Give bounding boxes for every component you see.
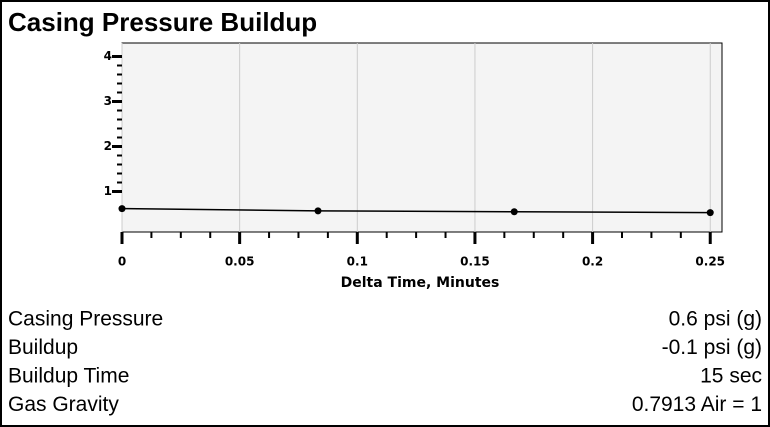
y-tick-label: 2: [104, 139, 112, 153]
x-tick-label: 0.15: [460, 255, 490, 269]
x-tick-label: 0.1: [347, 255, 368, 269]
x-tick-label: 0.25: [695, 255, 725, 269]
row-value: -0.1 psi (g): [662, 336, 762, 359]
y-tick-label: 3: [104, 94, 112, 108]
y-tick-label: 4: [104, 49, 112, 63]
plot-area: [121, 42, 723, 233]
data-point: [314, 207, 322, 215]
series-line: [121, 207, 711, 214]
row-value: 0.6 psi (g): [669, 308, 762, 331]
x-tick-label: 0: [118, 255, 126, 269]
x-tick-label: 0.2: [582, 255, 603, 269]
row-value: 15 sec: [700, 365, 762, 388]
row-label: Buildup Time: [8, 365, 129, 388]
row-label: Gas Gravity: [8, 393, 119, 416]
data-point: [706, 209, 714, 217]
x-tick-label: 0.05: [225, 255, 255, 269]
data-point: [510, 208, 518, 216]
x-axis-label: Delta Time, Minutes: [341, 275, 500, 291]
row-label: Casing Pressure: [8, 308, 163, 331]
panel-title: Casing Pressure Buildup: [8, 7, 317, 37]
row-value: 0.7913 Air = 1: [632, 393, 762, 416]
data-point: [118, 205, 126, 213]
y-tick-label: 1: [104, 184, 112, 198]
row-label: Buildup: [8, 336, 78, 359]
